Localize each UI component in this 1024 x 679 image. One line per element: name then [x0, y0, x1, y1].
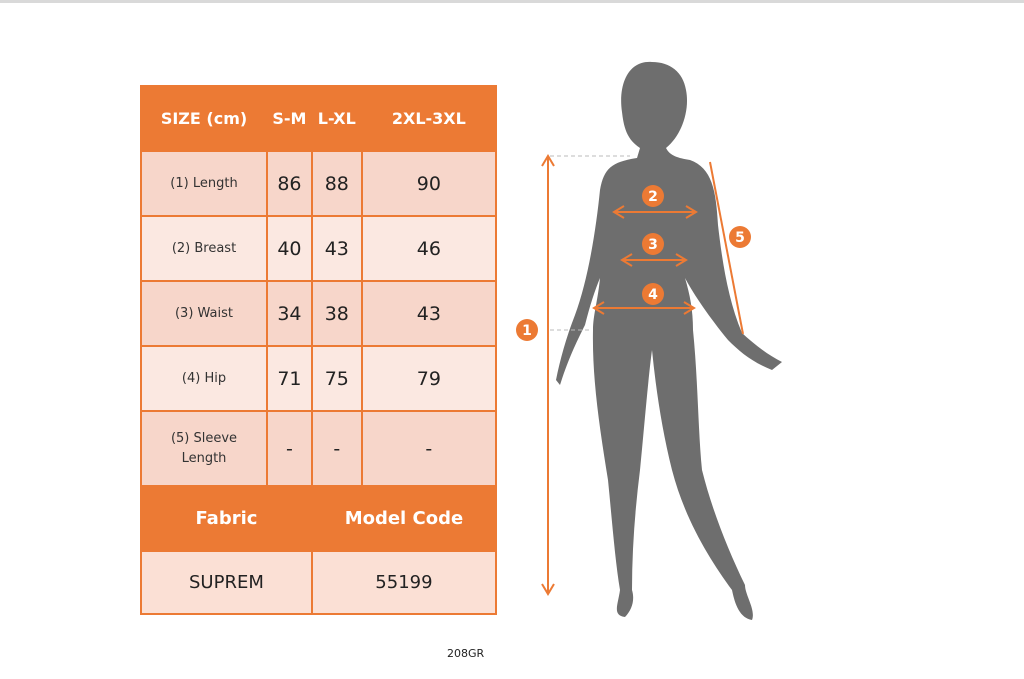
measurement-arrows	[541, 154, 744, 596]
cell: -	[310, 410, 363, 487]
silhouette	[556, 61, 782, 621]
row-label: (2) Breast	[140, 215, 268, 282]
cell: 40	[266, 215, 313, 282]
marker-5	[729, 226, 751, 248]
marker-3	[642, 233, 664, 255]
fabric-value-row: SUPREM 55199	[140, 550, 498, 615]
cell: 43	[360, 280, 498, 347]
cell: 90	[360, 150, 498, 217]
model-code-value: 55199	[310, 550, 498, 615]
header-s-m: S-M	[266, 85, 313, 152]
marker-1	[516, 319, 538, 341]
row-label: (1) Length	[140, 150, 268, 217]
cell: -	[266, 410, 313, 487]
size-chart-table: SIZE (cm) S-M L-XL 2XL-3XL (1) Length 86…	[140, 85, 498, 615]
cell: -	[360, 410, 498, 487]
marker-5-label: 5	[735, 230, 745, 246]
header-l-xl: L-XL	[310, 85, 363, 152]
cell: 79	[360, 345, 498, 412]
model-code-label: Model Code	[310, 485, 498, 552]
fabric-value: SUPREM	[140, 550, 313, 615]
row-label: (4) Hip	[140, 345, 268, 412]
marker-2	[642, 185, 664, 207]
table-row: (4) Hip 71 75 79	[140, 345, 498, 412]
cell: 34	[266, 280, 313, 347]
cell: 38	[310, 280, 363, 347]
marker-3-label: 3	[648, 237, 658, 253]
header-size: SIZE (cm)	[140, 85, 268, 152]
body-measurement-figure: 1 2 3 4 5	[516, 61, 782, 621]
cell: 46	[360, 215, 498, 282]
cell: 43	[310, 215, 363, 282]
marker-4	[642, 283, 664, 305]
fabric-label: Fabric	[140, 485, 313, 552]
markers	[516, 185, 751, 341]
table-row: (2) Breast 40 43 46	[140, 215, 498, 282]
header-2xl-3xl: 2XL-3XL	[360, 85, 498, 152]
table-row: (3) Waist 34 38 43	[140, 280, 498, 347]
marker-1-label: 1	[522, 323, 532, 339]
table-header-row: SIZE (cm) S-M L-XL 2XL-3XL	[140, 85, 498, 152]
cell: 71	[266, 345, 313, 412]
cell: 86	[266, 150, 313, 217]
guide-lines	[550, 155, 630, 331]
cell: 88	[310, 150, 363, 217]
table-row: (5) Sleeve Length - - -	[140, 410, 498, 487]
cell: 75	[310, 345, 363, 412]
row-label: (3) Waist	[140, 280, 268, 347]
row-label: (5) Sleeve Length	[140, 410, 268, 487]
fabric-header-row: Fabric Model Code	[140, 485, 498, 552]
table-row: (1) Length 86 88 90	[140, 150, 498, 217]
top-border	[0, 0, 1024, 3]
marker-4-label: 4	[648, 287, 658, 303]
marker-2-label: 2	[648, 189, 658, 205]
product-caption: 208GR	[447, 647, 485, 660]
sleeve-arrow	[709, 161, 744, 335]
